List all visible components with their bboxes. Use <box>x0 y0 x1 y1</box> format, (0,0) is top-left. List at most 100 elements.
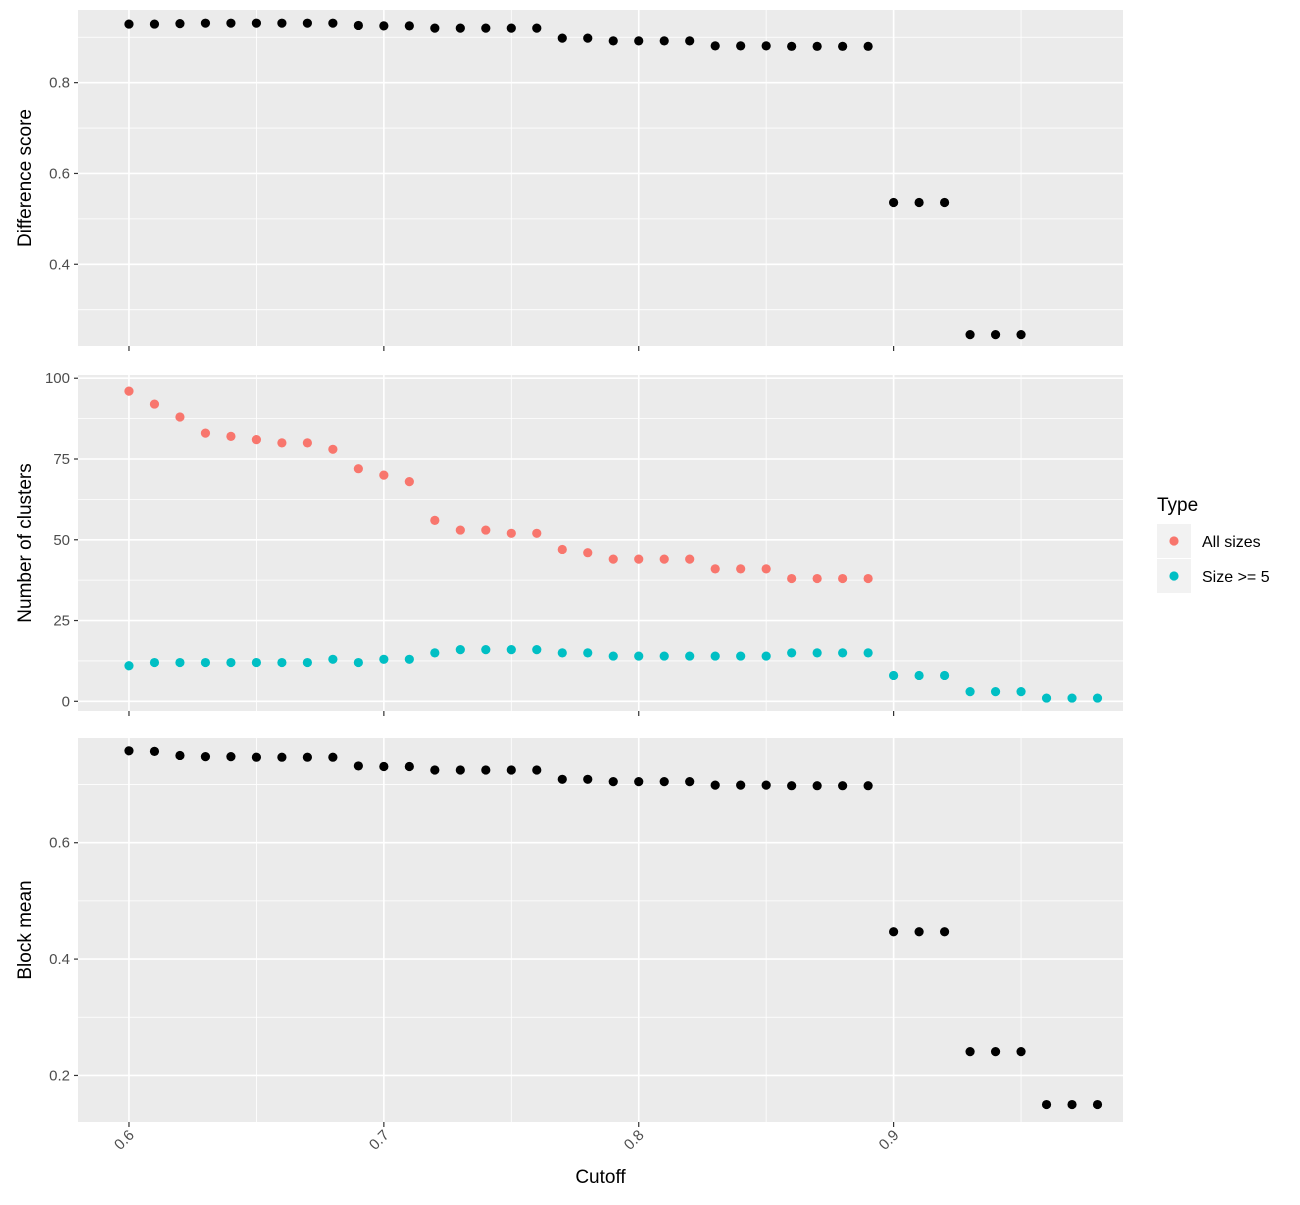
data-point <box>277 752 287 762</box>
data-point <box>506 23 516 33</box>
data-point <box>583 33 593 43</box>
data-point <box>251 435 262 445</box>
panel-2: 0 25 50 75 100 Number of clusters <box>15 370 1123 716</box>
data-point <box>251 752 262 762</box>
y-axis-title: Number of clusters <box>15 463 36 622</box>
data-point <box>200 18 211 28</box>
data-point <box>608 777 618 787</box>
data-point <box>685 36 695 46</box>
data-point <box>251 18 262 28</box>
data-point <box>812 41 822 51</box>
data-point <box>277 657 287 668</box>
data-point <box>404 477 414 487</box>
x-tick-label: 0.6 <box>111 1127 138 1154</box>
data-point <box>277 438 287 448</box>
data-point <box>175 19 185 29</box>
data-point <box>990 330 1001 340</box>
data-point <box>404 654 414 664</box>
data-point <box>608 554 618 564</box>
data-point <box>532 645 542 655</box>
data-point <box>328 444 338 454</box>
legend-title: Type <box>1157 495 1198 516</box>
data-point <box>1092 1099 1103 1110</box>
data-point <box>634 777 644 787</box>
data-point <box>710 780 720 790</box>
data-point <box>659 36 669 46</box>
data-point <box>914 670 924 681</box>
legend-label: Size >= 5 <box>1202 569 1270 586</box>
data-point <box>787 781 797 791</box>
data-point <box>455 765 465 775</box>
data-point <box>430 648 440 658</box>
data-point <box>863 781 873 791</box>
data-point <box>226 18 236 28</box>
data-point <box>149 399 160 409</box>
data-point <box>430 765 440 775</box>
y-tick-label: 0.6 <box>49 835 70 852</box>
panel-background <box>78 738 1123 1122</box>
data-point <box>379 470 389 480</box>
x-tick-label: 0.9 <box>876 1127 903 1154</box>
x-axis-title: Cutoff <box>575 1167 626 1188</box>
data-point <box>761 651 771 661</box>
data-point <box>175 412 185 422</box>
data-point <box>787 573 797 584</box>
data-point <box>838 781 848 791</box>
data-point <box>787 648 797 658</box>
data-point <box>430 23 440 33</box>
data-point <box>812 781 822 791</box>
y-tick-label: 0.6 <box>49 165 70 182</box>
data-point <box>353 20 363 31</box>
series-1 <box>124 746 1103 1110</box>
data-point <box>481 525 491 535</box>
data-point <box>1067 693 1077 703</box>
data-point <box>634 36 644 46</box>
data-point <box>277 18 287 28</box>
data-point <box>353 761 363 771</box>
data-point <box>379 761 389 772</box>
data-point <box>149 19 160 29</box>
y-tick-label: 25 <box>53 613 70 630</box>
data-point <box>251 657 262 668</box>
data-point <box>710 651 720 661</box>
data-point <box>124 661 134 671</box>
panel-background <box>78 10 1123 346</box>
data-point <box>175 657 185 668</box>
data-point <box>532 765 542 775</box>
legend-label: All sizes <box>1202 534 1261 551</box>
data-point <box>302 752 312 762</box>
series-size-5 <box>124 645 1103 703</box>
data-point <box>736 780 746 790</box>
data-point <box>532 528 542 538</box>
data-point <box>659 554 669 564</box>
data-point <box>685 554 695 564</box>
data-point <box>1041 693 1052 703</box>
data-point <box>379 21 389 31</box>
data-point <box>481 765 491 775</box>
data-point <box>761 780 771 790</box>
data-point <box>608 651 618 661</box>
data-point <box>914 197 924 208</box>
data-point <box>506 528 516 538</box>
y-tick-label: 50 <box>53 532 70 549</box>
data-point <box>608 36 618 46</box>
legend-key-point <box>1169 571 1179 581</box>
data-point <box>710 41 720 51</box>
data-point <box>506 765 516 775</box>
data-point <box>965 1047 975 1057</box>
data-point <box>557 33 567 43</box>
data-point <box>557 648 567 658</box>
data-point <box>200 428 211 438</box>
data-point <box>736 41 746 51</box>
data-point <box>302 657 312 668</box>
data-point <box>1092 693 1103 703</box>
data-point <box>455 23 465 33</box>
data-point <box>761 41 771 51</box>
data-point <box>200 752 211 762</box>
data-point <box>124 746 134 756</box>
data-point <box>200 657 211 668</box>
y-tick-label: 75 <box>53 451 70 468</box>
data-point <box>532 23 542 33</box>
data-point <box>889 670 899 681</box>
data-point <box>838 648 848 658</box>
